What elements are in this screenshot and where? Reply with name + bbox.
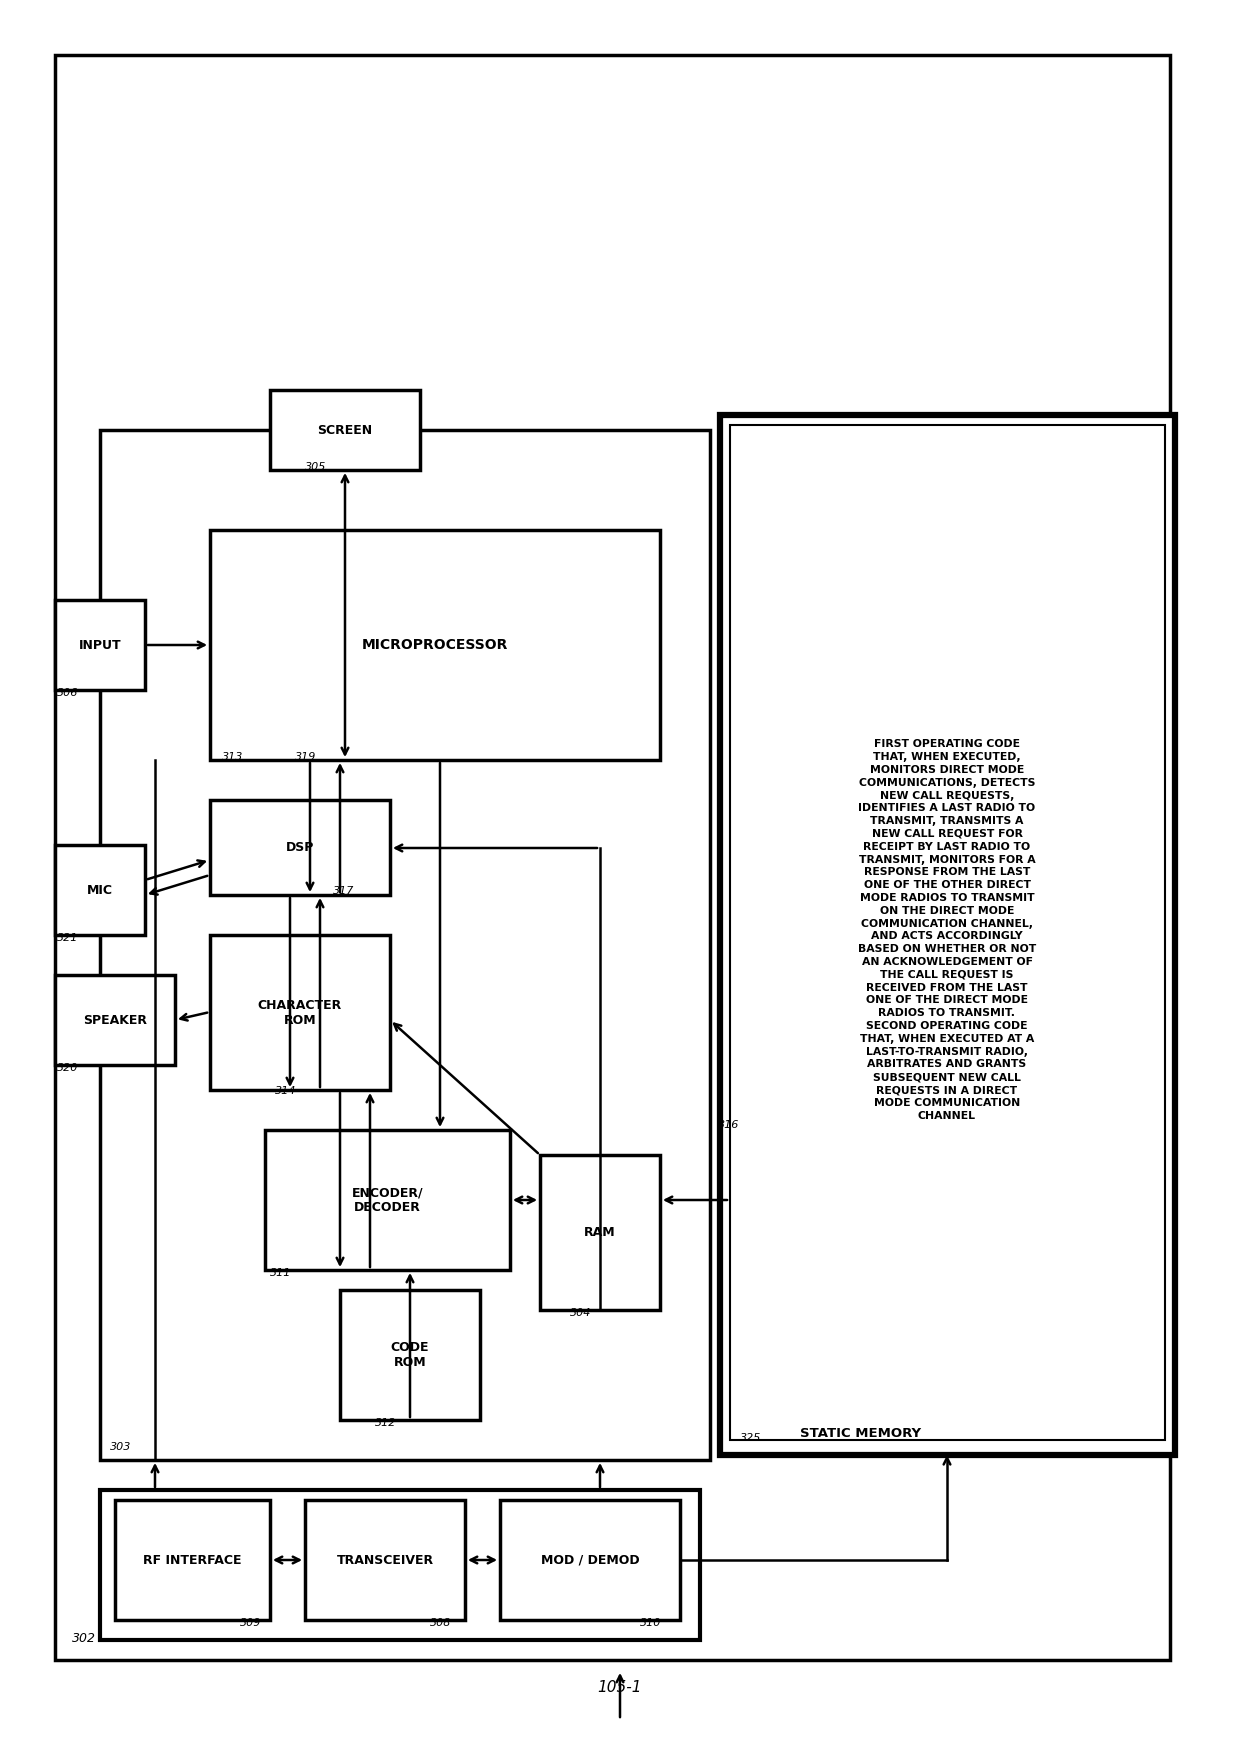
Text: 312: 312 [374,1419,397,1427]
Bar [115,1501,270,1619]
Text: MIC: MIC [87,884,113,896]
Text: RF INTERFACE: RF INTERFACE [144,1553,242,1567]
Bar [720,416,1176,1455]
Bar [55,599,145,690]
Text: RAM: RAM [584,1226,616,1239]
Bar [210,529,660,760]
Text: 317: 317 [334,886,355,896]
Text: 316: 316 [718,1120,739,1130]
Text: 309: 309 [241,1618,262,1628]
Text: 320: 320 [57,1062,78,1073]
Text: 306: 306 [57,688,78,699]
Text: CODE
ROM: CODE ROM [391,1342,429,1370]
Text: INPUT: INPUT [78,638,122,652]
Text: MICROPROCESSOR: MICROPROCESSOR [362,638,508,652]
Text: 325: 325 [740,1433,761,1443]
Bar [539,1155,660,1310]
Text: 105-1: 105-1 [598,1681,642,1695]
Text: 303: 303 [110,1441,131,1452]
Text: CHARACTER
ROM: CHARACTER ROM [258,999,342,1027]
Text: 319: 319 [295,751,316,762]
Text: SPEAKER: SPEAKER [83,1013,148,1027]
Bar [210,935,391,1090]
Text: 308: 308 [430,1618,451,1628]
Text: SCREEN: SCREEN [317,423,372,437]
Text: DSP: DSP [285,840,314,854]
Text: 310: 310 [640,1618,661,1628]
Text: 305: 305 [305,461,326,472]
Bar [305,1501,465,1619]
Text: 321: 321 [57,933,78,943]
Bar [55,975,175,1066]
Text: 302: 302 [72,1632,95,1646]
Text: 304: 304 [570,1309,591,1317]
Bar [730,425,1166,1440]
Text: FIRST OPERATING CODE
THAT, WHEN EXECUTED,
MONITORS DIRECT MODE
COMMUNICATIONS, D: FIRST OPERATING CODE THAT, WHEN EXECUTED… [858,739,1037,1120]
Text: 313: 313 [222,751,243,762]
Text: 311: 311 [270,1268,291,1279]
Text: MOD / DEMOD: MOD / DEMOD [541,1553,640,1567]
Bar [270,390,420,470]
Text: TRANSCEIVER: TRANSCEIVER [336,1553,434,1567]
Bar [100,430,711,1460]
Bar [55,846,145,935]
Bar [265,1130,510,1270]
Bar [100,1490,701,1640]
Text: STATIC MEMORY: STATIC MEMORY [800,1427,921,1440]
Bar [210,800,391,894]
Bar [340,1289,480,1420]
Bar [500,1501,680,1619]
Bar [55,54,1171,1660]
Text: 314: 314 [275,1087,296,1095]
Text: ENCODER/
DECODER: ENCODER/ DECODER [352,1186,423,1214]
